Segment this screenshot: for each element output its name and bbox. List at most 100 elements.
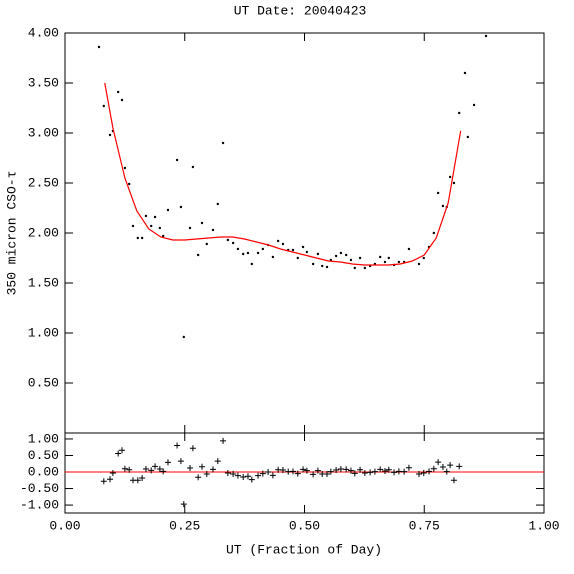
residual-point [142, 466, 149, 473]
data-point [276, 239, 280, 243]
data-point [334, 254, 338, 258]
data-point [120, 98, 124, 102]
data-point [205, 242, 208, 246]
data-point [216, 202, 220, 206]
data-point [127, 182, 131, 186]
data-point [436, 191, 440, 195]
data-point [325, 265, 329, 269]
data-point [291, 248, 295, 252]
data-point [271, 255, 275, 259]
data-point [161, 234, 165, 238]
data-point [458, 111, 461, 115]
data-point [102, 104, 105, 108]
residual-point [310, 471, 317, 478]
data-point [97, 45, 101, 49]
residual-point [126, 466, 133, 473]
residual-point [164, 459, 171, 466]
residual-point [107, 476, 114, 483]
bottom-frame [64, 432, 545, 514]
data-point [378, 255, 382, 259]
residual-point [324, 470, 331, 477]
data-point [261, 247, 265, 251]
residual-point [240, 473, 247, 480]
data-point [211, 228, 215, 232]
residual-point [443, 468, 450, 475]
y-tick-label: 2.50 [28, 175, 59, 190]
residual-point [385, 466, 392, 473]
residual-point [439, 464, 446, 471]
data-point [175, 158, 179, 162]
data-point [136, 236, 140, 240]
residual-point [152, 463, 159, 470]
data-point [311, 262, 315, 266]
data-point [441, 204, 445, 208]
x-axis-label: UT (Fraction of Day) [226, 542, 382, 557]
y-tick-label: 0.50 [28, 375, 59, 390]
y-axis-label: 350 micron CSO-τ [4, 171, 19, 296]
data-point [466, 135, 470, 139]
data-point [191, 165, 195, 169]
data-point [353, 266, 356, 270]
residual-point [139, 474, 146, 481]
residual-point [367, 469, 374, 476]
data-point [108, 133, 112, 137]
residual-point [456, 463, 463, 470]
y-tick-label: 1.00 [28, 325, 59, 340]
residual-point [303, 467, 310, 474]
y-tick-label: 4.00 [28, 25, 59, 40]
data-point [241, 252, 245, 256]
residual-point [195, 474, 202, 481]
residual-point [430, 465, 437, 472]
data-point [200, 221, 204, 225]
residual-point [220, 437, 227, 444]
data-point [246, 251, 250, 255]
data-point [196, 253, 200, 257]
residual-point [230, 470, 237, 477]
residual-point [224, 470, 231, 476]
residual-point [121, 465, 128, 472]
data-point [316, 252, 320, 256]
residual-point [100, 478, 107, 485]
data-point [296, 256, 299, 260]
residual-point [377, 466, 384, 473]
data-point [226, 238, 230, 242]
residual-point [435, 459, 442, 466]
data-point [179, 205, 183, 209]
y-tick-label: 2.00 [28, 225, 59, 240]
residual-point [343, 466, 350, 473]
data-point [472, 103, 476, 107]
residual-point [337, 466, 344, 473]
residual-point [115, 450, 122, 457]
residual-point [134, 477, 141, 484]
data-point [116, 90, 120, 94]
residual-point [401, 468, 408, 475]
residual-point [187, 465, 194, 472]
residual-point [180, 501, 187, 508]
residual-point [333, 467, 340, 474]
data-point [188, 226, 192, 230]
residual-point [269, 472, 276, 479]
data-point [383, 260, 387, 264]
data-point [484, 34, 488, 38]
residual-point [361, 470, 368, 476]
residual-point [351, 470, 358, 477]
chart-title: UT Date: 20040423 [234, 3, 367, 18]
data-point [140, 236, 144, 240]
x-tick-label: 0.75 [409, 518, 440, 533]
x-tick-label: 1.00 [528, 518, 559, 533]
y-tick-label: 1.50 [28, 275, 59, 290]
residual-point [371, 468, 378, 475]
data-point [131, 224, 135, 228]
y-tick-label: 0.00 [28, 464, 59, 479]
residual-point [294, 470, 301, 477]
data-point [305, 250, 309, 254]
residual-point [248, 476, 255, 483]
residual-point [255, 472, 262, 479]
data-point [432, 231, 436, 235]
residual-point [198, 463, 205, 470]
residual-point [244, 473, 251, 480]
data-point [281, 242, 285, 246]
data-point [231, 241, 235, 245]
data-point [358, 256, 362, 260]
